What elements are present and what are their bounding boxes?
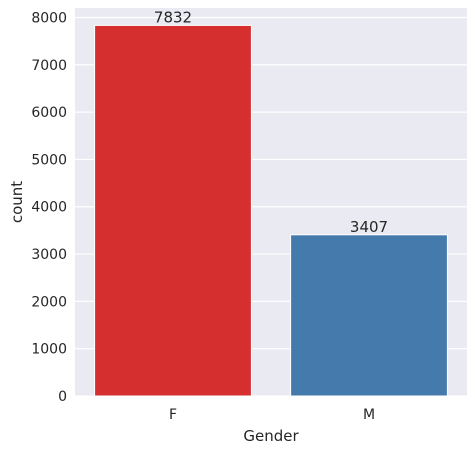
x-axis-title: Gender	[243, 427, 299, 445]
y-axis-title: count	[8, 181, 26, 223]
y-tick-label: 7000	[31, 58, 67, 74]
x-tick-label-M: M	[363, 407, 375, 423]
x-tick-label-F: F	[169, 407, 177, 423]
bars: 7832 3407	[94, 8, 448, 397]
y-tick-label: 5000	[31, 152, 67, 168]
bar-M	[290, 234, 448, 397]
y-axis-ticks: 0 1000 2000 3000 4000 5000 6000 7000 8000	[31, 10, 67, 405]
y-tick-label: 4000	[31, 200, 67, 216]
bar-F	[94, 24, 252, 397]
y-tick-label: 3000	[31, 247, 67, 263]
y-tick-label: 0	[58, 389, 67, 405]
y-tick-label: 1000	[31, 342, 67, 358]
y-tick-label: 6000	[31, 105, 67, 121]
data-label-M: 3407	[350, 218, 388, 236]
y-tick-label: 8000	[31, 10, 67, 26]
data-label-F: 7832	[154, 8, 192, 26]
y-tick-label: 2000	[31, 294, 67, 310]
